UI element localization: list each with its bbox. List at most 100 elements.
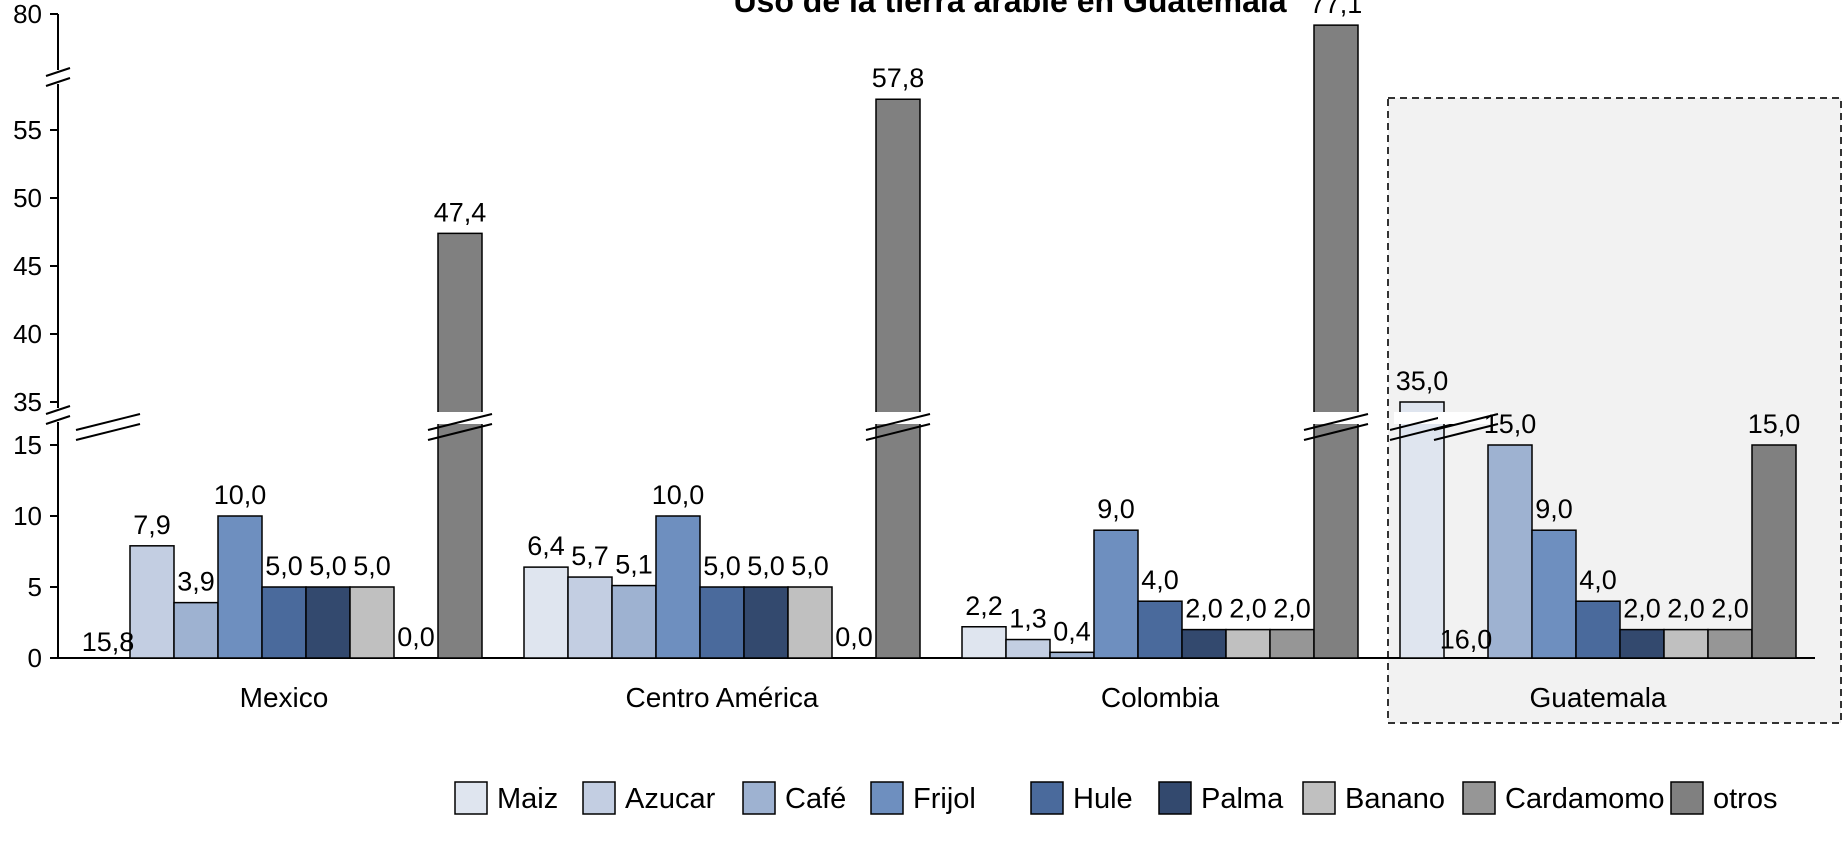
bar-frijol-centro-américa (655, 515, 701, 659)
bar-break-mark (427, 413, 493, 431)
bar-café-guatemala (1487, 444, 1533, 659)
y-tick-label: 40 (13, 319, 42, 349)
bar-café-mexico (173, 601, 219, 659)
legend-swatch (742, 781, 776, 815)
data-label: 3,9 (177, 567, 215, 597)
legend-label: Palma (1201, 783, 1284, 815)
data-label: 0,0 (397, 622, 435, 652)
bar-banano-centro-américa (787, 586, 833, 659)
bar-café-centro-américa (611, 584, 657, 659)
y-tick-label: 80 (13, 0, 42, 29)
legend-swatch (1030, 781, 1064, 815)
bar-break-mark (1433, 413, 1499, 431)
legend-item: Azucar (582, 781, 716, 815)
bar-frijol-mexico (217, 515, 263, 659)
bar-frijol-guatemala (1531, 529, 1577, 659)
data-label: 77,1 (1310, 0, 1363, 19)
bar-maiz-centro-américa (523, 566, 569, 659)
data-label: 4,0 (1141, 565, 1179, 595)
data-label: 9,0 (1535, 494, 1573, 524)
legend-item: Café (742, 781, 846, 815)
data-label: 9,0 (1097, 494, 1135, 524)
data-label: 10,0 (214, 480, 267, 510)
bar-azucar-mexico (129, 545, 175, 659)
bar-break (1394, 412, 1450, 424)
bar-otros-colombia (1313, 24, 1359, 659)
axis-break-mark (45, 415, 71, 425)
legend-label: Maiz (497, 783, 558, 815)
data-label: 2,2 (965, 591, 1003, 621)
data-label: 2,0 (1185, 594, 1223, 624)
legend-item: Cardamomo (1462, 781, 1665, 815)
axis-break-mark (45, 67, 71, 77)
legend-swatch (1462, 781, 1496, 815)
bar-palma-centro-américa (743, 586, 789, 659)
bar-break (432, 412, 488, 424)
data-label: 5,0 (747, 551, 785, 581)
bar-cardamomo-guatemala (1707, 628, 1753, 659)
chart-title: Uso de la tierra arable en Guatemala (733, 0, 1286, 19)
data-label: 5,0 (703, 551, 741, 581)
bar-banano-colombia (1225, 628, 1271, 659)
category-label: Guatemala (1530, 682, 1667, 713)
bar-break (870, 412, 926, 424)
data-label: 2,0 (1623, 594, 1661, 624)
y-tick-label: 0 (28, 643, 42, 673)
bars (75, 24, 1797, 659)
data-label: 57,8 (872, 63, 925, 93)
data-label: 2,0 (1273, 594, 1311, 624)
bar-banano-guatemala (1663, 628, 1709, 659)
legend: Maiz Azucar Café Frijol Hule Palma Banano Carda… (454, 781, 1777, 815)
bar-banano-mexico (349, 586, 395, 659)
data-label: 0,0 (835, 622, 873, 652)
bar-palma-guatemala (1619, 628, 1665, 659)
legend-swatch (1158, 781, 1192, 815)
category-label: Colombia (1101, 682, 1220, 713)
legend-item: Maiz (454, 781, 558, 815)
bar-break-mark (75, 423, 141, 441)
bar-break-mark (865, 423, 931, 441)
bar-break-mark (75, 413, 141, 431)
data-label: 2,0 (1667, 594, 1705, 624)
bar-break (1308, 412, 1364, 424)
legend-label: Café (785, 783, 846, 815)
bar-break-mark (1303, 413, 1369, 431)
data-label: 6,4 (527, 531, 565, 561)
bar-break-mark (427, 423, 493, 441)
bar-hule-centro-américa (699, 586, 745, 659)
y-tick-label: 5 (28, 572, 42, 602)
data-label: 16,0 (1440, 624, 1493, 654)
bar-azucar-centro-américa (567, 576, 613, 659)
bar-hule-colombia (1137, 600, 1183, 659)
y-tick-label: 35 (13, 387, 42, 417)
bar-break (80, 412, 136, 424)
data-labels: 15,87,93,910,05,0 5,0 5,00,047,46,4 5,7 5,11… (82, 0, 1801, 657)
data-label: 15,0 (1748, 409, 1801, 439)
data-label: 2,0 (1711, 594, 1749, 624)
bar-café-colombia (1049, 651, 1095, 659)
legend-label: Hule (1073, 783, 1133, 815)
data-label: 15,0 (1484, 409, 1537, 439)
y-axis: 0 5 10 15 35 40 45 50 55 80 (13, 0, 71, 673)
category-label: Centro América (626, 682, 819, 713)
data-label: 5,0 (353, 551, 391, 581)
legend-swatch (1302, 781, 1336, 815)
bar-maiz-guatemala (1399, 401, 1445, 659)
legend-item: Frijol (870, 781, 976, 815)
bar-otros-centro-américa (875, 98, 921, 659)
axis-break-mark (45, 77, 71, 87)
bar-palma-mexico (305, 586, 351, 659)
data-label: 7,9 (133, 510, 171, 540)
bar-hule-mexico (261, 586, 307, 659)
category-label: Mexico (240, 682, 329, 713)
bar-break-mark (865, 413, 931, 431)
y-tick-label: 15 (13, 430, 42, 460)
legend-label: otros (1713, 783, 1777, 815)
data-label: 0,4 (1053, 616, 1091, 646)
bar-palma-colombia (1181, 628, 1227, 659)
data-label: 4,0 (1579, 565, 1617, 595)
legend-swatch (582, 781, 616, 815)
bar-break-mark (1303, 423, 1369, 441)
bar-break-mark (1433, 423, 1499, 441)
